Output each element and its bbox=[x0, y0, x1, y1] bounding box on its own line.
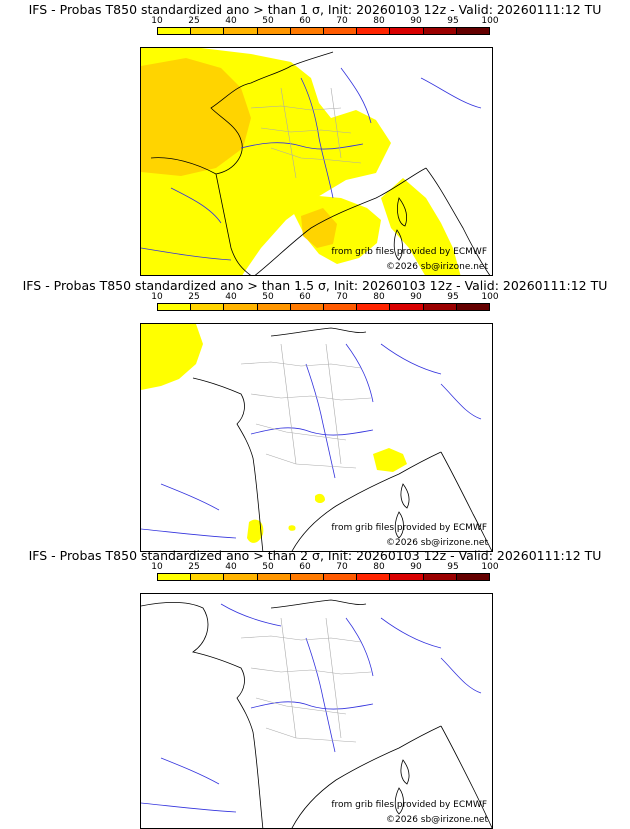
probability-colorbar: 10 25 40 50 60 70 80 90 95 100 bbox=[151, 562, 499, 584]
colorbar-ticks: 10 25 40 50 60 70 80 90 95 100 bbox=[151, 292, 498, 302]
colorbar-tick: 50 bbox=[262, 562, 274, 572]
colorbar-swatches bbox=[157, 303, 490, 311]
colorbar-tick: 95 bbox=[447, 292, 459, 302]
colorbar-tick: 60 bbox=[299, 292, 311, 302]
copyright-credit: ©2026 sb@irizone.net bbox=[386, 262, 488, 272]
colorbar-tick: 60 bbox=[299, 16, 311, 26]
panel-1: IFS - Probas T850 standardized ano > tha… bbox=[0, 0, 630, 276]
colorbar-tick: 50 bbox=[262, 292, 274, 302]
colorbar-swatch bbox=[158, 574, 192, 580]
colorbar-swatch bbox=[290, 28, 325, 34]
colorbar-ticks: 10 25 40 50 60 70 80 90 95 100 bbox=[151, 562, 498, 572]
coastline bbox=[150, 51, 491, 275]
colorbar-tick: 40 bbox=[225, 16, 237, 26]
colorbar-tick: 70 bbox=[336, 292, 348, 302]
colorbar-swatch bbox=[324, 574, 358, 580]
probability-map: from grib files provided by ECMWF ©2026 … bbox=[140, 323, 493, 552]
colorbar-tick: 90 bbox=[410, 562, 422, 572]
colorbar-tick: 95 bbox=[447, 562, 459, 572]
map-canvas bbox=[141, 324, 492, 551]
colorbar-tick: 50 bbox=[262, 16, 274, 26]
colorbar-tick: 80 bbox=[373, 292, 385, 302]
colorbar-swatch bbox=[357, 574, 391, 580]
colorbar-swatches bbox=[157, 27, 490, 35]
colorbar-tick: 10 bbox=[151, 562, 163, 572]
colorbar-swatch bbox=[257, 28, 291, 34]
copyright-credit: ©2026 sb@irizone.net bbox=[386, 538, 488, 548]
copyright-credit: ©2026 sb@irizone.net bbox=[386, 815, 488, 825]
probability-fill-10 bbox=[141, 324, 407, 543]
colorbar-tick: 70 bbox=[336, 16, 348, 26]
panel-3: IFS - Probas T850 standardized ano > tha… bbox=[0, 546, 630, 829]
colorbar-tick: 100 bbox=[481, 292, 499, 302]
colorbar-swatch bbox=[390, 574, 424, 580]
colorbar-swatch bbox=[423, 304, 457, 310]
colorbar-swatch bbox=[390, 304, 424, 310]
colorbar-swatch bbox=[390, 28, 424, 34]
colorbar-swatch bbox=[357, 304, 391, 310]
panel-2: IFS - Probas T850 standardized ano > tha… bbox=[0, 276, 630, 552]
rivers bbox=[141, 343, 482, 539]
colorbar-tick: 80 bbox=[373, 562, 385, 572]
map-canvas bbox=[141, 48, 491, 275]
colorbar-swatch bbox=[324, 304, 358, 310]
probability-colorbar: 10 25 40 50 60 70 80 90 95 100 bbox=[151, 16, 499, 38]
probability-map: from grib files provided by ECMWF ©2026 … bbox=[140, 593, 493, 829]
colorbar-swatch bbox=[423, 28, 457, 34]
colorbar-tick: 10 bbox=[151, 292, 163, 302]
region-borders bbox=[240, 343, 372, 469]
colorbar-tick: 25 bbox=[188, 292, 200, 302]
data-source-credit: from grib files provided by ECMWF bbox=[331, 523, 487, 533]
colorbar-tick: 25 bbox=[188, 562, 200, 572]
colorbar-swatch bbox=[224, 28, 258, 34]
colorbar-swatch bbox=[191, 28, 225, 34]
colorbar-swatch bbox=[456, 28, 490, 34]
colorbar-tick: 90 bbox=[410, 16, 422, 26]
panel-title: IFS - Probas T850 standardized ano > tha… bbox=[28, 548, 602, 563]
rivers bbox=[141, 603, 482, 813]
probability-colorbar: 10 25 40 50 60 70 80 90 95 100 bbox=[151, 292, 499, 314]
colorbar-swatch bbox=[290, 304, 325, 310]
coastline bbox=[141, 599, 492, 828]
colorbar-swatch bbox=[290, 574, 325, 580]
colorbar-swatches bbox=[157, 573, 490, 581]
colorbar-tick: 95 bbox=[447, 16, 459, 26]
colorbar-swatch bbox=[257, 304, 291, 310]
colorbar-tick: 40 bbox=[225, 562, 237, 572]
rivers bbox=[141, 67, 482, 261]
colorbar-swatch bbox=[224, 574, 258, 580]
colorbar-tick: 80 bbox=[373, 16, 385, 26]
colorbar-swatch bbox=[423, 574, 457, 580]
colorbar-tick: 25 bbox=[188, 16, 200, 26]
colorbar-ticks: 10 25 40 50 60 70 80 90 95 100 bbox=[151, 16, 498, 26]
panel-title: IFS - Probas T850 standardized ano > tha… bbox=[22, 278, 608, 293]
colorbar-swatch bbox=[191, 574, 225, 580]
probability-map: from grib files provided by ECMWF ©2026 … bbox=[140, 47, 493, 276]
colorbar-swatch bbox=[158, 304, 192, 310]
data-source-credit: from grib files provided by ECMWF bbox=[331, 800, 487, 810]
colorbar-swatch bbox=[158, 28, 192, 34]
colorbar-tick: 70 bbox=[336, 562, 348, 572]
colorbar-swatch bbox=[257, 574, 291, 580]
colorbar-tick: 90 bbox=[410, 292, 422, 302]
region-borders bbox=[240, 617, 372, 743]
colorbar-swatch bbox=[324, 28, 358, 34]
colorbar-swatch bbox=[224, 304, 258, 310]
region-borders bbox=[250, 87, 362, 179]
map-canvas bbox=[141, 599, 492, 828]
colorbar-tick: 60 bbox=[299, 562, 311, 572]
colorbar-swatch bbox=[191, 304, 225, 310]
data-source-credit: from grib files provided by ECMWF bbox=[331, 247, 487, 257]
colorbar-tick: 100 bbox=[481, 16, 499, 26]
colorbar-swatch bbox=[456, 304, 490, 310]
panel-title: IFS - Probas T850 standardized ano > tha… bbox=[28, 2, 602, 17]
colorbar-tick: 40 bbox=[225, 292, 237, 302]
coastline bbox=[192, 327, 492, 551]
colorbar-swatch bbox=[357, 28, 391, 34]
colorbar-tick: 10 bbox=[151, 16, 163, 26]
probability-fill-25 bbox=[141, 58, 337, 248]
colorbar-swatch bbox=[456, 574, 490, 580]
colorbar-tick: 100 bbox=[481, 562, 499, 572]
